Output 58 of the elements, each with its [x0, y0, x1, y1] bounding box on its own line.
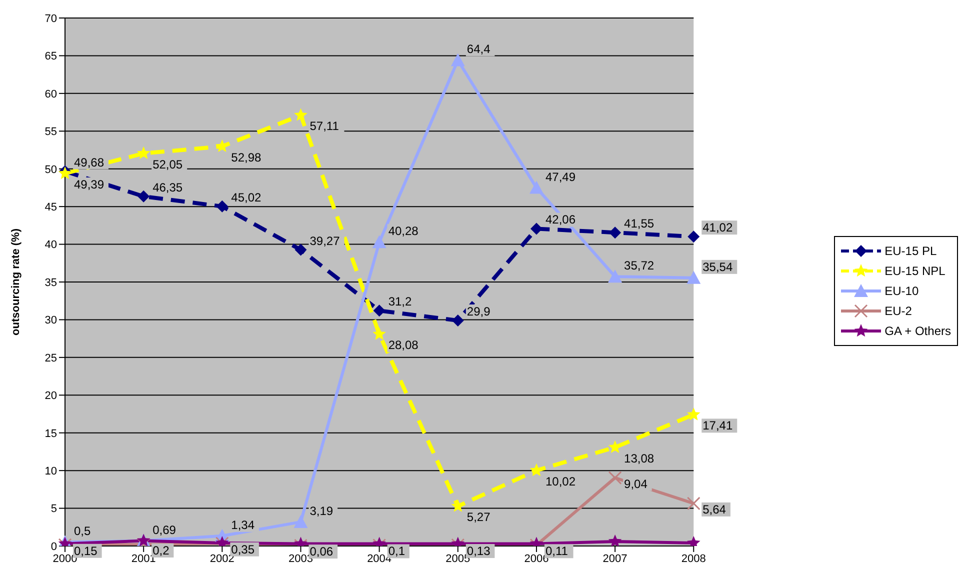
y-tick-label: 40	[44, 239, 57, 252]
data-label: 0,5	[74, 524, 92, 538]
x-tick-label: 2007	[602, 552, 628, 565]
data-label: 39,27	[310, 234, 340, 248]
data-label: 41,02	[702, 220, 733, 235]
y-tick-label: 60	[44, 88, 57, 100]
y-tick-label: 15	[44, 428, 57, 440]
data-label: 13,08	[624, 451, 654, 466]
y-tick-label: 30	[44, 314, 57, 327]
data-label: 0,13	[466, 544, 491, 558]
legend-label: EU-15 NPL	[884, 264, 946, 278]
y-tick-label: 65	[44, 50, 57, 63]
x-tick-label: 2008	[681, 552, 706, 565]
legend-label: GA + Others	[884, 324, 951, 338]
data-label: 0,15	[74, 544, 98, 558]
y-tick-label: 35	[44, 276, 57, 289]
y-axis-title: outsourcing rate (%)	[10, 228, 22, 336]
data-label: 49,68	[74, 155, 104, 170]
data-label: 41,55	[624, 216, 654, 231]
data-label: 64,4	[466, 42, 491, 56]
data-label: 5,64	[702, 502, 726, 516]
data-label: 52,05	[152, 157, 183, 172]
legend-label: EU-10	[884, 284, 919, 298]
data-label: 40,28	[388, 224, 419, 238]
data-label: 31,2	[388, 294, 412, 309]
data-label: 5,27	[466, 510, 491, 524]
data-label: 52,98	[231, 150, 262, 164]
data-label: 29,9	[466, 304, 491, 318]
data-label: 35,54	[702, 260, 733, 274]
data-label: 28,08	[388, 338, 419, 352]
data-label: 0,06	[310, 544, 334, 559]
y-tick-label: 25	[44, 352, 57, 364]
y-tick-label: 45	[44, 201, 57, 214]
legend-label: EU-15 PL	[884, 244, 937, 258]
data-label: 1,34	[231, 518, 255, 532]
y-tick-label: 70	[44, 12, 57, 25]
data-label: 49,39	[74, 177, 104, 192]
data-label: 3,19	[310, 504, 334, 518]
data-label: 45,02	[231, 190, 262, 204]
y-tick-label: 20	[44, 390, 57, 402]
data-label: 0,69	[152, 522, 176, 537]
data-label: 35,72	[624, 258, 654, 273]
data-label: 42,06	[545, 212, 576, 227]
y-tick-label: 10	[44, 465, 57, 478]
data-label: 57,11	[310, 119, 340, 134]
data-label: 17,41	[702, 418, 733, 433]
data-label: 9,04	[624, 476, 648, 491]
y-tick-label: 5	[50, 503, 57, 516]
y-tick-label: 50	[44, 164, 57, 176]
data-label: 46,35	[152, 180, 183, 194]
y-tick-label: 0	[50, 540, 57, 553]
data-label: 0,11	[545, 544, 568, 558]
data-label: 0,2	[152, 543, 170, 558]
data-label: 10,02	[545, 474, 576, 488]
y-tick-label: 55	[44, 126, 57, 138]
data-label: 47,49	[545, 170, 576, 184]
legend-label: EU-2	[884, 304, 912, 318]
data-label: 0,1	[388, 544, 406, 558]
